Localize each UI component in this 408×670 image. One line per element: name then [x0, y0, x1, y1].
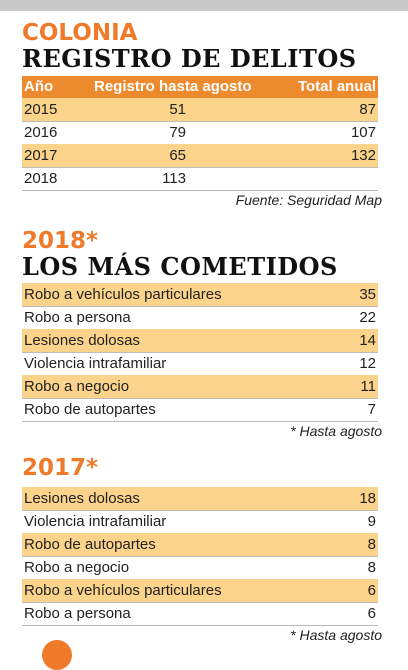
crime-label: Violencia intrafamiliar — [24, 355, 167, 372]
title: REGISTRO DE DELITOS — [22, 44, 357, 73]
source: Fuente: Seguridad Map — [235, 192, 382, 208]
column-header: Año — [24, 78, 54, 95]
table-cell: 2016 — [24, 124, 58, 141]
crime-label: Robo a persona — [24, 605, 131, 622]
crime-label: Robo a negocio — [24, 378, 130, 395]
crime-label: Robo de autopartes — [24, 401, 156, 418]
table-cell: 107 — [350, 124, 376, 141]
table-row: 2017 65 132 — [22, 144, 378, 168]
crime-label: Robo a vehículos particulares — [24, 286, 222, 303]
top-bar — [0, 0, 408, 11]
table-row: 2018 113 — [22, 167, 378, 191]
crime-count: 22 — [359, 309, 376, 326]
ranking-row: Lesiones dolosas 14 — [22, 329, 378, 353]
crime-count: 7 — [367, 401, 376, 418]
crime-label: Robo de autopartes — [24, 536, 156, 553]
column-header: Registro hasta agosto — [94, 78, 252, 95]
ranking-row: Robo a negocio 11 — [22, 375, 378, 399]
table-row: 2016 79 107 — [22, 121, 378, 145]
crime-count: 12 — [359, 355, 376, 372]
section-year: 2017* — [22, 455, 99, 481]
ranking-row: Robo de autopartes 7 — [22, 398, 378, 422]
crime-count: 18 — [359, 490, 376, 507]
crime-count: 11 — [360, 378, 376, 395]
ranking-row: Violencia intrafamiliar 9 — [22, 510, 378, 534]
crime-label: Robo a persona — [24, 309, 131, 326]
ranking-row: Robo a vehículos particulares 35 — [22, 283, 378, 307]
ranking-row: Robo a persona 22 — [22, 306, 378, 330]
crime-count: 35 — [359, 286, 376, 303]
table-cell: 2018 — [24, 170, 58, 187]
table-cell: 87 — [359, 101, 376, 118]
table-row: 2015 51 87 — [22, 98, 378, 122]
crime-label: Lesiones dolosas — [24, 490, 140, 507]
ranking-row: Lesiones dolosas 18 — [22, 487, 378, 511]
ranking-row: Robo a persona 6 — [22, 602, 378, 626]
table-cell: 132 — [350, 147, 376, 164]
ranking-row: Robo a negocio 8 — [22, 556, 378, 580]
table-cell: 51 — [169, 101, 186, 118]
crime-label: Violencia intrafamiliar — [24, 513, 167, 530]
crime-label: Lesiones dolosas — [24, 332, 140, 349]
crime-label: Robo a negocio — [24, 559, 130, 576]
section-year: 2018* — [22, 228, 99, 254]
table-header: Año Registro hasta agosto Total anual — [22, 76, 378, 98]
crime-count: 14 — [359, 332, 376, 349]
kicker: COLONIA — [22, 20, 138, 46]
ranking-row: Violencia intrafamiliar 12 — [22, 352, 378, 376]
crime-count: 8 — [367, 536, 376, 553]
note: * Hasta agosto — [290, 627, 382, 643]
ranking-row: Robo a vehículos particulares 6 — [22, 579, 378, 603]
ranking-row: Robo de autopartes 8 — [22, 533, 378, 557]
crime-label: Robo a vehículos particulares — [24, 582, 222, 599]
section-title: LOS MÁS COMETIDOS — [22, 252, 338, 281]
column-header: Total anual — [297, 78, 376, 95]
crime-count: 6 — [367, 605, 376, 622]
crime-count: 6 — [367, 582, 376, 599]
table-cell: 65 — [169, 147, 186, 164]
table-cell: 113 — [162, 170, 186, 187]
table-cell: 79 — [169, 124, 186, 141]
table-cell: 2017 — [24, 147, 58, 164]
crime-count: 8 — [367, 559, 376, 576]
crime-count: 9 — [367, 513, 376, 530]
note: * Hasta agosto — [290, 423, 382, 439]
table-cell: 2015 — [24, 101, 58, 118]
